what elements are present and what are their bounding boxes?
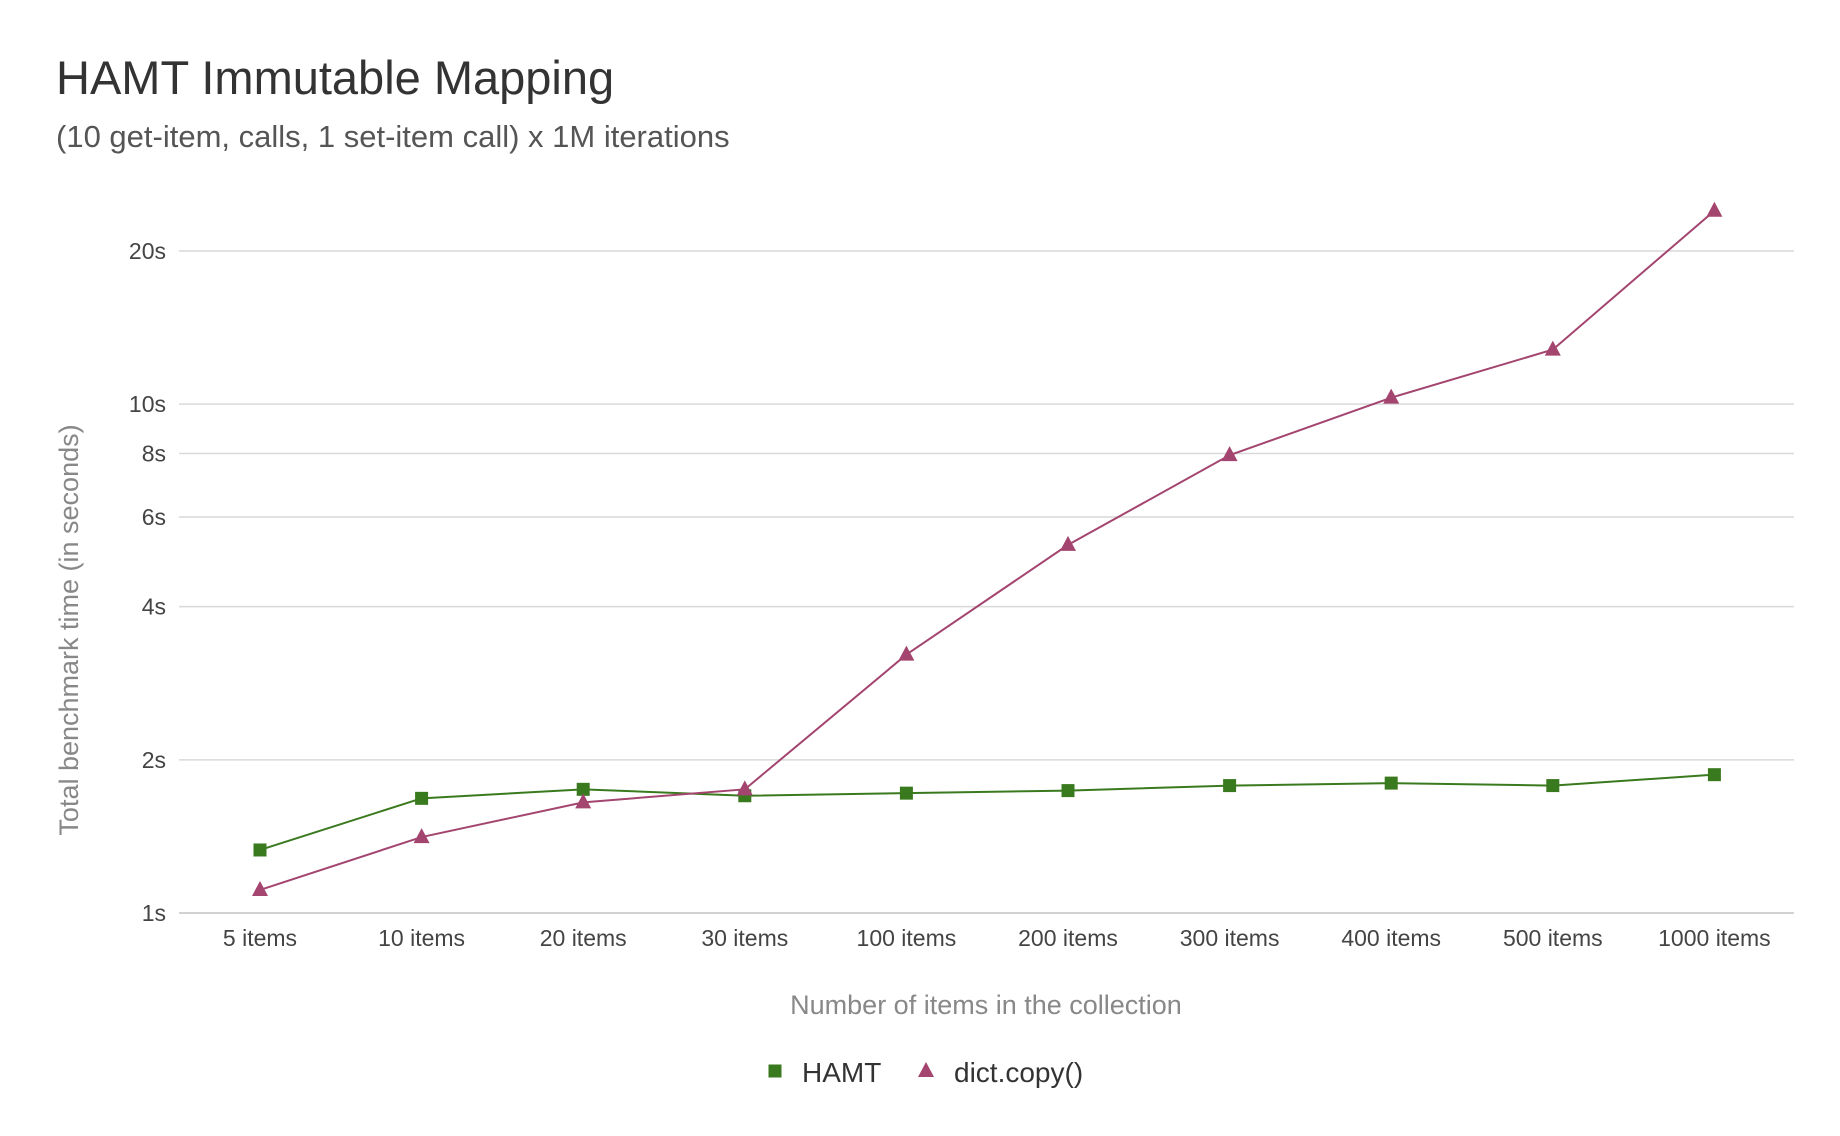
chart-subtitle: (10 get-item, calls, 1 set-item call) x …	[56, 119, 730, 154]
x-tick-label: 200 items	[1018, 925, 1118, 951]
y-tick-label: 2s	[142, 747, 166, 773]
data-point	[736, 780, 753, 796]
x-tick-label: 30 items	[701, 925, 788, 951]
data-point	[1060, 535, 1076, 551]
data-point	[413, 828, 430, 844]
series-dict-copy	[252, 201, 1723, 896]
data-point	[252, 880, 268, 896]
legend-item: dict.copy()	[918, 1057, 1083, 1088]
series-group	[252, 201, 1723, 896]
series-line	[259, 209, 1716, 891]
y-tick-label: 6s	[142, 504, 166, 530]
series-line	[259, 773, 1715, 851]
y-tick-label: 20s	[129, 238, 166, 264]
y-tick-label: 10s	[129, 391, 166, 417]
series-hamt	[253, 768, 1721, 857]
chart-title: HAMT Immutable Mapping	[56, 51, 614, 104]
data-point	[1544, 340, 1561, 356]
data-point	[253, 843, 267, 857]
data-point	[576, 782, 590, 796]
gridlines	[179, 250, 1794, 914]
data-point	[1546, 779, 1560, 793]
data-point	[1221, 446, 1238, 462]
x-tick-label: 500 items	[1503, 925, 1603, 951]
x-tick-label: 20 items	[540, 925, 627, 951]
y-tick-label: 1s	[142, 900, 166, 926]
data-point	[415, 791, 429, 805]
data-point	[1707, 768, 1721, 782]
legend: HAMT dict.copy()	[768, 1057, 1083, 1088]
x-tick-label: 400 items	[1341, 925, 1441, 951]
x-tick-label: 1000 items	[1658, 925, 1771, 951]
y-tick-label: 4s	[142, 594, 166, 620]
triangle-marker-icon	[918, 1062, 934, 1077]
legend-label: HAMT	[802, 1057, 881, 1088]
data-point	[1384, 776, 1398, 790]
x-axis-title: Number of items in the collection	[790, 990, 1182, 1020]
data-point	[1383, 388, 1400, 404]
legend-item: HAMT	[768, 1057, 881, 1088]
x-tick-label: 300 items	[1180, 925, 1280, 951]
data-point	[575, 793, 592, 809]
data-point	[899, 786, 913, 800]
x-axis-ticks: 5 items 10 items 20 items 30 items 100 items…	[223, 925, 1771, 951]
y-axis-title: Total benchmark time (in seconds)	[54, 424, 84, 835]
data-point	[1706, 201, 1723, 217]
legend-label: dict.copy()	[954, 1057, 1083, 1088]
square-marker-icon	[768, 1064, 782, 1078]
x-tick-label: 100 items	[857, 925, 957, 951]
data-point	[1061, 784, 1075, 798]
y-axis-ticks: 1s 2s 4s 6s 8s 10s 20s	[129, 238, 166, 926]
x-tick-label: 10 items	[378, 925, 465, 951]
y-tick-label: 8s	[142, 440, 166, 466]
x-tick-label: 5 items	[223, 925, 297, 951]
data-point	[898, 645, 915, 661]
data-point	[1223, 779, 1237, 793]
